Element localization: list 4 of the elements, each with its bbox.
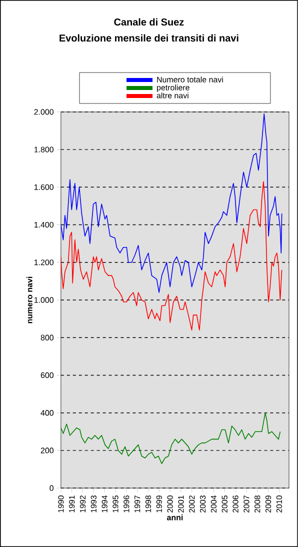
line-series [60,113,282,293]
chart-title: Canale di Suez [114,18,184,26]
line-series [60,181,282,330]
chart-subtitle: Evoluzione mensile dei transiti di navi [60,34,238,42]
